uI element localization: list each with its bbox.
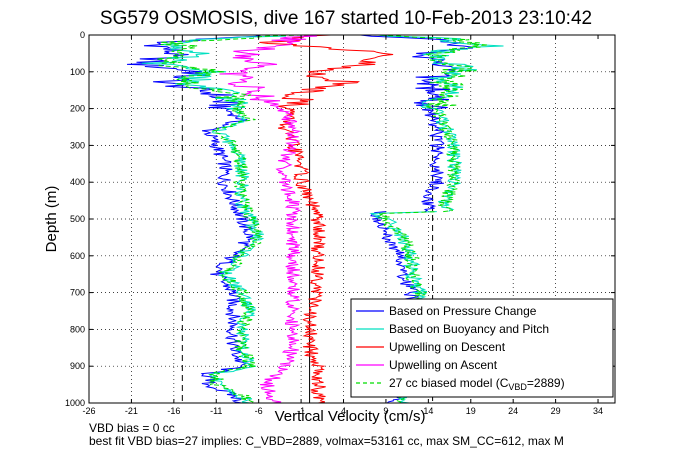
x-axis-label: Vertical Velocity (cm/s): [275, 408, 426, 425]
x-tick-label: -11: [210, 406, 222, 416]
y-tick-label: 1000: [65, 398, 85, 408]
footnote-best-fit: best fit VBD bias=27 implies: C_VBD=2889…: [89, 434, 564, 448]
x-tick-label: 34: [593, 406, 603, 416]
x-tick-label: -16: [167, 406, 180, 416]
series-line: [377, 34, 489, 213]
y-tick-label: 400: [70, 177, 85, 187]
legend-label-main: 27 cc biased model (C: [389, 376, 509, 390]
x-tick-label: -6: [255, 406, 263, 416]
x-tick-label: 29: [551, 406, 561, 416]
y-tick-label: 900: [70, 361, 85, 371]
series-line: [360, 34, 474, 213]
legend-label-sub: VBD: [508, 382, 527, 392]
y-tick-label: 300: [70, 140, 85, 150]
y-tick-label: 800: [70, 324, 85, 334]
y-axis-label: Depth (m): [43, 186, 60, 253]
series-line: [156, 34, 302, 404]
legend-label: Upwelling on Descent: [389, 340, 506, 354]
y-tick-label: 100: [70, 67, 85, 77]
x-tick-label: -21: [125, 406, 138, 416]
legend-label: Based on Pressure Change: [389, 304, 537, 318]
x-tick-label: 14: [423, 406, 433, 416]
y-tick-label: 200: [70, 104, 85, 114]
x-tick-label: 24: [508, 406, 518, 416]
legend: Based on Pressure Change Based on Buoyanc…: [350, 298, 614, 398]
y-tick-label: 500: [70, 214, 85, 224]
footnote-vbd-bias: VBD bias = 0 cc: [89, 421, 175, 435]
legend-label-end: =2889): [527, 376, 565, 390]
series-line: [259, 34, 394, 404]
legend-label: Upwelling on Ascent: [389, 358, 498, 372]
legend-label: Based on Buoyancy and Pitch: [389, 322, 549, 336]
legend-box: [350, 298, 614, 398]
y-tick-label: 600: [70, 251, 85, 261]
y-tick-label: 700: [70, 288, 85, 298]
chart-title: SG579 OSMOSIS, dive 167 started 10-Feb-2…: [100, 8, 592, 29]
x-tick-label: 4: [341, 406, 346, 416]
x-tick-label: -26: [82, 406, 95, 416]
x-tick-label: 9: [383, 406, 388, 416]
x-tick-label: 19: [466, 406, 476, 416]
series-line: [219, 34, 317, 404]
legend-label: 27 cc biased model (CVBD=2889): [389, 376, 565, 392]
reference-lines: [181, 35, 434, 403]
y-tick-label: 0: [80, 30, 85, 40]
x-axis-ticks: -26 -21 -16 -11 -6 -1 4 9 14 19 24 29 34: [82, 35, 603, 416]
x-tick-label: -1: [297, 406, 305, 416]
